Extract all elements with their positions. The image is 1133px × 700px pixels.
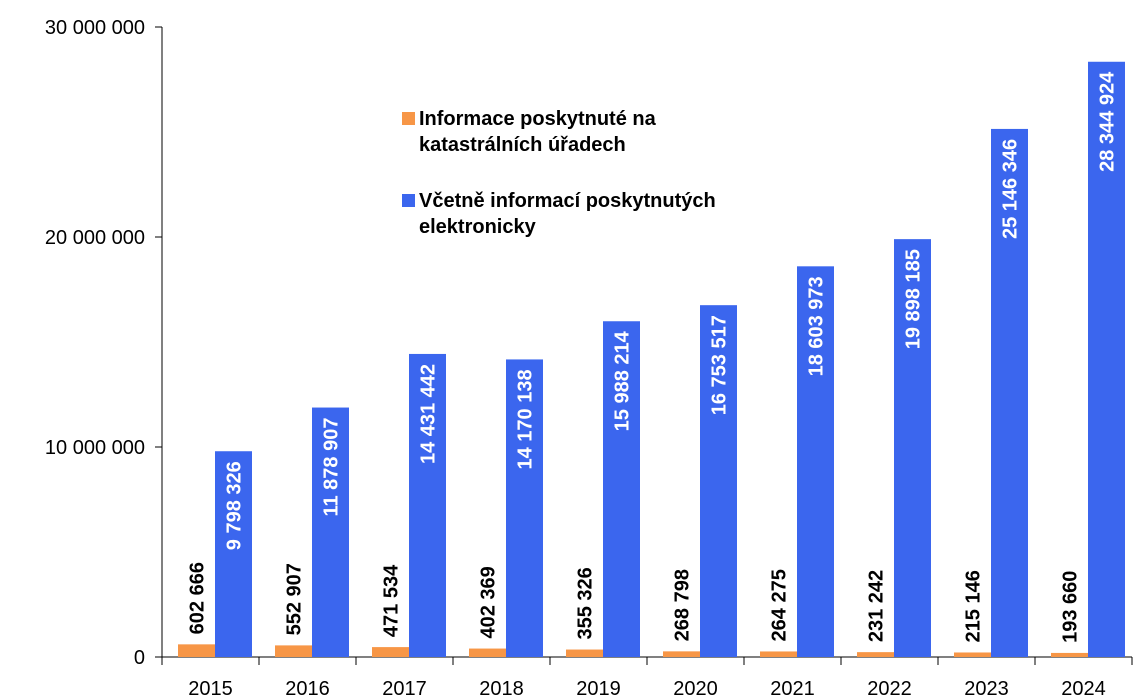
value-label: 19 898 185 xyxy=(903,249,925,349)
value-label: 16 753 517 xyxy=(709,315,731,415)
y-tick-label: 20 000 000 xyxy=(45,227,145,249)
x-tick-label: 2020 xyxy=(673,678,718,700)
value-label: 15 988 214 xyxy=(612,330,634,431)
legend-label: Informace poskytnuté na katastrálních úř… xyxy=(419,108,656,156)
x-tick-label: 2021 xyxy=(770,678,815,700)
bar xyxy=(506,359,543,657)
bar xyxy=(1051,652,1088,657)
value-label: 552 907 xyxy=(284,563,306,635)
legend-swatch xyxy=(402,194,415,207)
bar xyxy=(894,239,931,657)
y-tick-label: 30 000 000 xyxy=(45,17,145,39)
x-tick-label: 2018 xyxy=(479,678,524,700)
bar xyxy=(700,305,737,657)
value-label: 231 242 xyxy=(866,570,888,642)
value-label: 471 534 xyxy=(381,564,403,637)
value-label: 355 326 xyxy=(575,567,597,639)
legend-item: Informace poskytnuté na katastrálních úř… xyxy=(402,106,732,158)
bar xyxy=(178,644,215,657)
legend-item: Včetně informací poskytnutých elektronic… xyxy=(402,188,732,240)
x-tick-label: 2017 xyxy=(382,678,427,700)
x-tick-label: 2015 xyxy=(188,678,233,700)
x-tick-label: 2022 xyxy=(867,678,912,700)
value-label: 25 146 346 xyxy=(1000,139,1022,239)
value-label: 602 666 xyxy=(187,562,209,634)
bar xyxy=(760,651,797,657)
x-tick-label: 2023 xyxy=(964,678,1009,700)
bar xyxy=(603,321,640,657)
bar xyxy=(954,652,991,657)
value-label: 193 660 xyxy=(1060,571,1082,643)
value-label: 9 798 326 xyxy=(224,461,246,550)
y-tick-label: 10 000 000 xyxy=(45,437,145,459)
value-label: 11 878 907 xyxy=(321,418,343,517)
bar xyxy=(1088,61,1125,658)
x-tick-label: 2016 xyxy=(285,678,330,700)
bar xyxy=(797,266,834,657)
x-tick-label: 2024 xyxy=(1061,678,1106,700)
bar xyxy=(215,451,252,657)
value-label: 18 603 973 xyxy=(806,276,828,376)
value-label: 268 798 xyxy=(672,569,694,641)
bar xyxy=(566,649,603,657)
bar xyxy=(991,128,1028,657)
value-label: 264 275 xyxy=(769,569,791,641)
value-label: 402 369 xyxy=(478,566,500,638)
legend-swatch xyxy=(402,112,415,125)
value-label: 14 431 442 xyxy=(418,364,440,464)
value-label: 14 170 138 xyxy=(515,369,537,469)
bar xyxy=(409,353,446,657)
y-tick-label: 0 xyxy=(134,647,145,669)
x-tick-label: 2019 xyxy=(576,678,621,700)
bar xyxy=(663,651,700,657)
bar xyxy=(857,652,894,657)
bar xyxy=(469,648,506,657)
bar xyxy=(312,407,349,657)
legend-label: Včetně informací poskytnutých elektronic… xyxy=(419,190,716,238)
bar xyxy=(372,647,409,657)
value-label: 215 146 xyxy=(963,570,985,642)
bar xyxy=(275,645,312,657)
value-label: 28 344 924 xyxy=(1097,71,1119,172)
